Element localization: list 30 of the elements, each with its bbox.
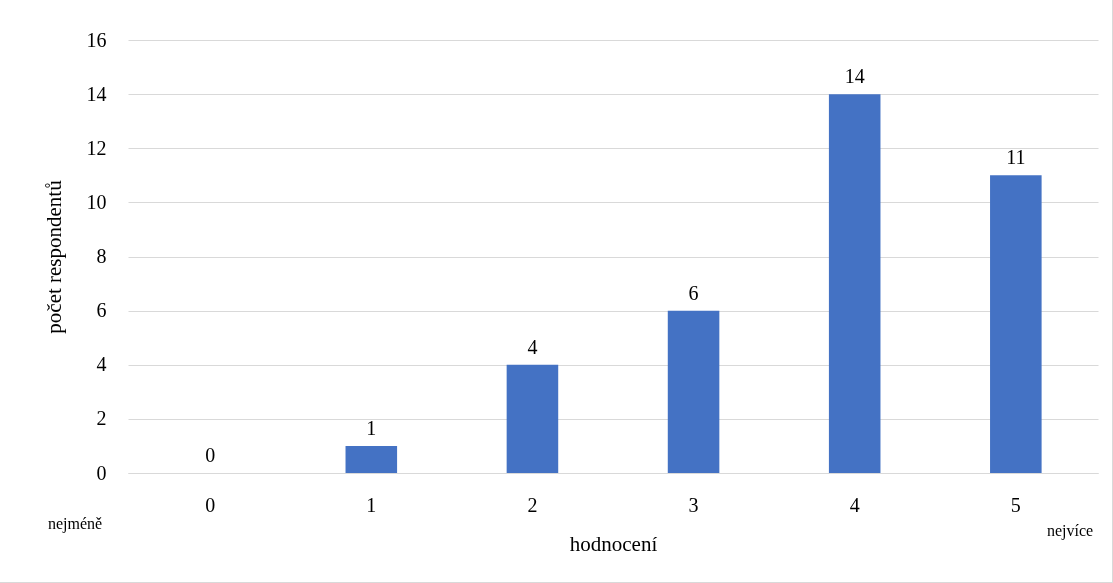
y-tick-label: 14 <box>86 82 107 105</box>
text: nejvíce <box>1046 522 1094 540</box>
y-tick-label: 8 <box>96 245 107 267</box>
data-label: 6 <box>688 281 699 304</box>
bar <box>828 94 881 473</box>
bar <box>990 175 1042 473</box>
data-label: 4 <box>527 335 538 358</box>
y-tick-label: 16 <box>86 28 107 51</box>
y-tick-label: 0 <box>96 461 107 484</box>
data-label: 1 <box>366 416 377 439</box>
y-tick-label: 4 <box>96 353 107 376</box>
y-tick-label: 10 <box>86 190 107 213</box>
x-axis-title: hodnocení <box>569 531 658 556</box>
x-tick-label: 2 <box>527 493 538 516</box>
y-axis-title: počet respondentů <box>41 179 66 334</box>
y-tick-label: 6 <box>96 299 107 322</box>
bar <box>667 310 720 473</box>
data-label: 0 <box>205 444 216 466</box>
x-tick-label: 5 <box>1010 493 1021 516</box>
x-tick-label: 0 <box>205 493 216 516</box>
x-tick-label: 1 <box>366 493 377 516</box>
y-tick-label: 12 <box>86 136 107 159</box>
x-tick-label: 4 <box>849 493 860 516</box>
data-label: 14 <box>844 65 865 88</box>
bar <box>506 364 559 473</box>
text: nejméně <box>47 515 103 533</box>
bar <box>345 445 398 473</box>
data-label: 11 <box>1006 146 1026 169</box>
y-tick-label: 2 <box>96 407 107 430</box>
x-tick-label: 3 <box>688 493 699 516</box>
